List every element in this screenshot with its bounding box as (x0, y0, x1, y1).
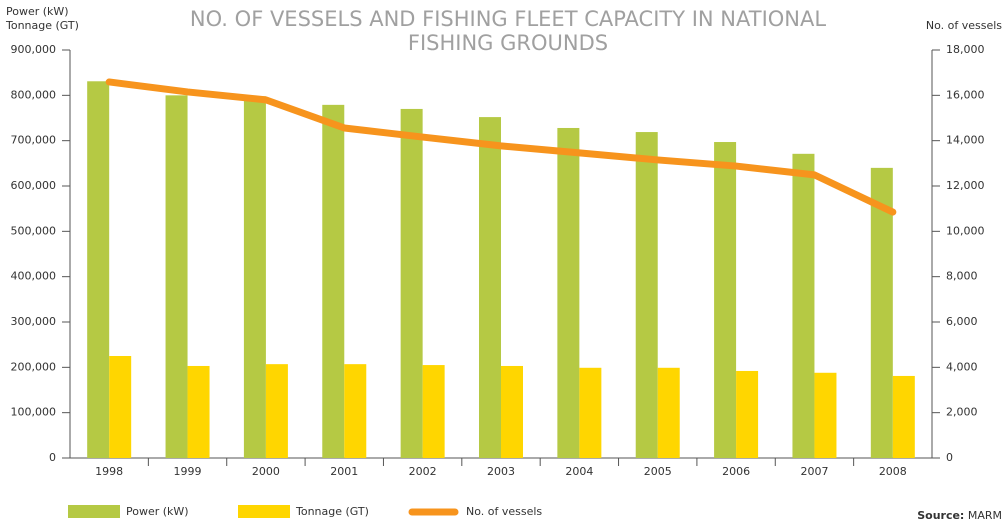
y-tick-label: 600,000 (11, 179, 57, 192)
bar (344, 364, 367, 458)
y2-tick-label: 8,000 (946, 270, 978, 283)
x-tick-label: 2000 (252, 465, 280, 478)
y2-tick-label: 4,000 (946, 360, 978, 373)
y2-tick-label: 16,000 (946, 88, 985, 101)
x-tick-label: 2004 (565, 465, 593, 478)
x-tick-label: 1999 (174, 465, 202, 478)
y2-axis-label: No. of vessels (926, 19, 1002, 32)
bar (870, 167, 893, 458)
bar (187, 365, 210, 458)
y2-tick-label: 0 (946, 451, 953, 464)
x-tick-label: 2001 (330, 465, 358, 478)
bar (714, 142, 737, 458)
bar (422, 365, 445, 458)
x-tick-label: 2005 (644, 465, 672, 478)
bar (479, 117, 501, 459)
legend-label: Power (kW) (126, 505, 189, 518)
y2-tick-label: 18,000 (946, 43, 985, 56)
line (105, 78, 897, 216)
y-axis-label: Power (kW) (6, 5, 69, 18)
bar (165, 95, 188, 458)
bar (87, 81, 110, 458)
x-tick-label: 2008 (879, 465, 907, 478)
legend-swatch (238, 505, 290, 518)
y-tick-label: 0 (49, 451, 56, 464)
y-tick-label: 900,000 (11, 43, 57, 56)
y-axis-label: Tonnage (GT) (5, 19, 79, 32)
bar (892, 375, 915, 458)
y2-tick-label: 12,000 (946, 179, 985, 192)
y-tick-label: 100,000 (11, 406, 57, 419)
x-tick-label: 1998 (95, 465, 123, 478)
y2-tick-label: 2,000 (946, 406, 978, 419)
x-tick-label: 2003 (487, 465, 515, 478)
bar (657, 367, 680, 458)
bar (579, 367, 602, 458)
legend-swatch (68, 505, 120, 518)
x-tick-label: 2006 (722, 465, 750, 478)
y2-tick-label: 6,000 (946, 315, 978, 328)
source-name: MARM (968, 509, 1002, 522)
legend-label: Tonnage (GT) (295, 505, 369, 518)
bar (322, 104, 345, 458)
bar (635, 132, 658, 458)
y-tick-label: 200,000 (11, 360, 57, 373)
y-tick-label: 800,000 (11, 88, 57, 101)
legend-label: No. of vessels (466, 505, 542, 518)
bar (501, 365, 523, 458)
y2-tick-label: 14,000 (946, 134, 985, 147)
chart-title: FISHING GROUNDS (408, 31, 608, 55)
bar (243, 96, 266, 459)
bar (736, 370, 759, 458)
source-label: Source: (917, 509, 964, 522)
y-tick-label: 400,000 (11, 270, 57, 283)
y-tick-label: 700,000 (11, 134, 57, 147)
y-tick-label: 500,000 (11, 224, 57, 237)
bar (265, 364, 288, 458)
chart-title: NO. OF VESSELS AND FISHING FLEET CAPACIT… (190, 7, 826, 31)
bar (400, 108, 423, 458)
bar (792, 153, 815, 458)
bar (557, 127, 580, 459)
source: Source: MARM (917, 509, 1002, 522)
y2-tick-label: 10,000 (946, 224, 985, 237)
x-tick-label: 2002 (409, 465, 437, 478)
x-tick-label: 2007 (800, 465, 828, 478)
y-tick-label: 300,000 (11, 315, 57, 328)
bar (814, 372, 837, 458)
bar (109, 356, 132, 458)
